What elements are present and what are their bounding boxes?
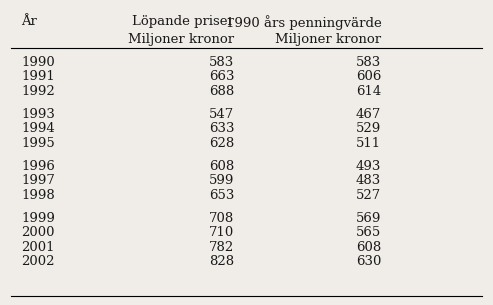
Text: 467: 467 xyxy=(356,108,381,121)
Text: Miljoner kronor: Miljoner kronor xyxy=(128,33,234,46)
Text: 547: 547 xyxy=(209,108,234,121)
Text: 608: 608 xyxy=(209,160,234,173)
Text: 1994: 1994 xyxy=(21,122,55,135)
Text: 606: 606 xyxy=(356,70,381,83)
Text: 565: 565 xyxy=(356,226,381,239)
Text: Miljoner kronor: Miljoner kronor xyxy=(275,33,381,46)
Text: 710: 710 xyxy=(209,226,234,239)
Text: Löpande priser: Löpande priser xyxy=(132,15,234,28)
Text: 1991: 1991 xyxy=(21,70,55,83)
Text: 614: 614 xyxy=(356,85,381,98)
Text: 1998: 1998 xyxy=(21,189,55,202)
Text: 2002: 2002 xyxy=(21,255,55,268)
Text: 608: 608 xyxy=(356,241,381,254)
Text: 583: 583 xyxy=(356,56,381,69)
Text: 527: 527 xyxy=(356,189,381,202)
Text: 1990 års penningvärde: 1990 års penningvärde xyxy=(226,15,381,30)
Text: 1997: 1997 xyxy=(21,174,55,187)
Text: 569: 569 xyxy=(356,212,381,225)
Text: 483: 483 xyxy=(356,174,381,187)
Text: 653: 653 xyxy=(209,189,234,202)
Text: 663: 663 xyxy=(209,70,234,83)
Text: 630: 630 xyxy=(356,255,381,268)
Text: 1993: 1993 xyxy=(21,108,55,121)
Text: 2001: 2001 xyxy=(21,241,55,254)
Text: 708: 708 xyxy=(209,212,234,225)
Text: 1992: 1992 xyxy=(21,85,55,98)
Text: År: År xyxy=(21,15,37,28)
Text: 1990: 1990 xyxy=(21,56,55,69)
Text: 782: 782 xyxy=(209,241,234,254)
Text: 493: 493 xyxy=(356,160,381,173)
Text: 1996: 1996 xyxy=(21,160,55,173)
Text: 1995: 1995 xyxy=(21,137,55,150)
Text: 529: 529 xyxy=(356,122,381,135)
Text: 688: 688 xyxy=(209,85,234,98)
Text: 583: 583 xyxy=(209,56,234,69)
Text: 599: 599 xyxy=(209,174,234,187)
Text: 633: 633 xyxy=(209,122,234,135)
Text: 511: 511 xyxy=(356,137,381,150)
Text: 1999: 1999 xyxy=(21,212,55,225)
Text: 2000: 2000 xyxy=(21,226,55,239)
Text: 828: 828 xyxy=(209,255,234,268)
Text: 628: 628 xyxy=(209,137,234,150)
